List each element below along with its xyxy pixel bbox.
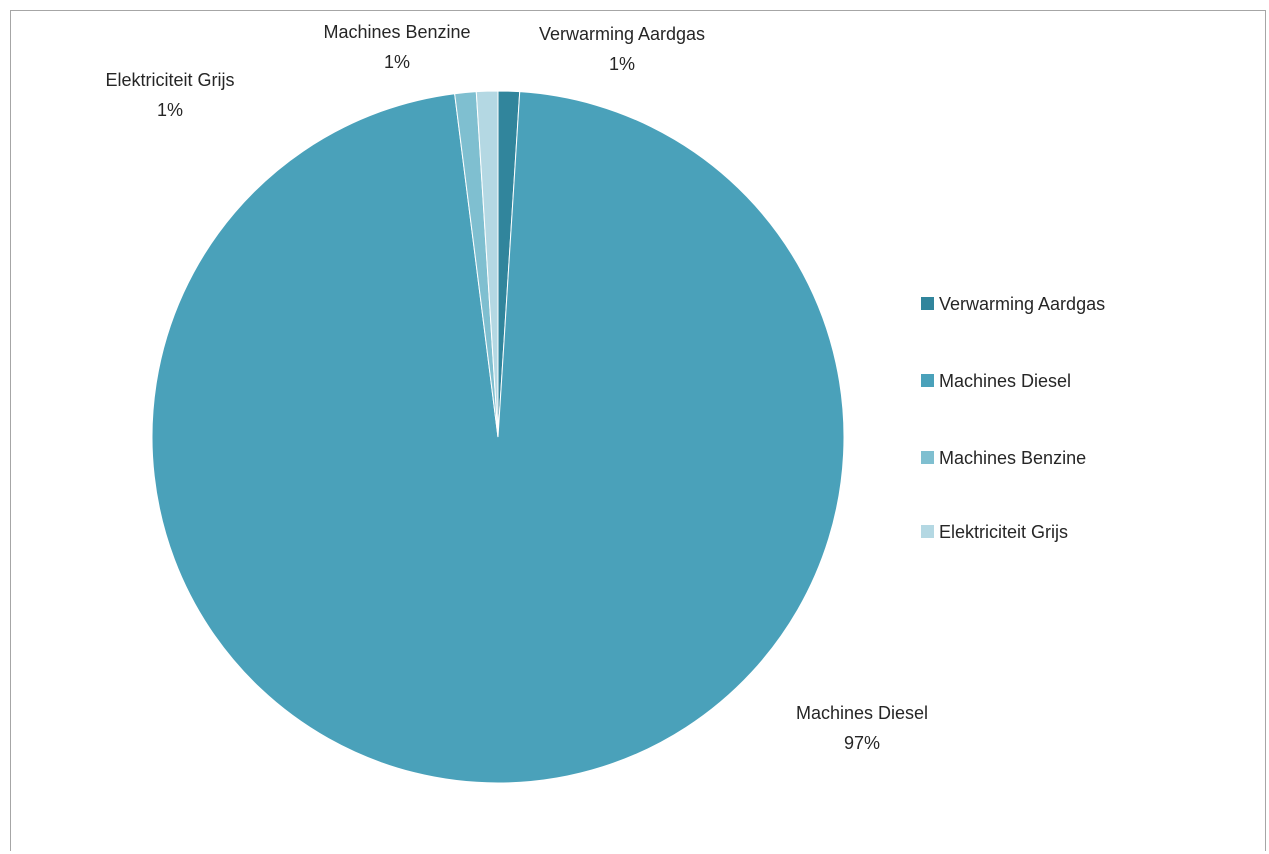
data-label-value-verwarming-aardgas: 1%	[609, 54, 635, 74]
legend-swatch-machines-benzine	[921, 451, 934, 464]
legend-label-verwarming-aardgas: Verwarming Aardgas	[939, 294, 1105, 314]
pie-slice-elektriciteit-grijs	[475, 90, 499, 438]
legend-swatch-machines-diesel	[921, 374, 934, 387]
data-label-value-machines-diesel: 97%	[844, 733, 880, 753]
data-label-value-machines-benzine: 1%	[384, 52, 410, 72]
pie-slice-machines-diesel	[151, 91, 845, 784]
legend-label-machines-benzine: Machines Benzine	[939, 448, 1086, 468]
data-label-name-machines-diesel: Machines Diesel	[796, 703, 928, 723]
data-label-name-elektriciteit-grijs: Elektriciteit Grijs	[105, 70, 234, 90]
legend-swatch-elektriciteit-grijs	[921, 525, 934, 538]
legend: Verwarming Aardgas Machines Diesel Machi…	[921, 294, 1105, 542]
chart-frame	[10, 10, 1266, 851]
legend-swatch-verwarming-aardgas	[921, 297, 934, 310]
legend-label-machines-diesel: Machines Diesel	[939, 371, 1071, 391]
data-label-name-machines-benzine: Machines Benzine	[323, 22, 470, 42]
legend-label-elektriciteit-grijs: Elektriciteit Grijs	[939, 522, 1068, 542]
pie-slices	[151, 90, 845, 784]
data-labels: Verwarming Aardgas 1% Machines Benzine 1…	[105, 22, 928, 753]
data-label-value-elektriciteit-grijs: 1%	[157, 100, 183, 120]
data-label-name-verwarming-aardgas: Verwarming Aardgas	[539, 24, 705, 44]
